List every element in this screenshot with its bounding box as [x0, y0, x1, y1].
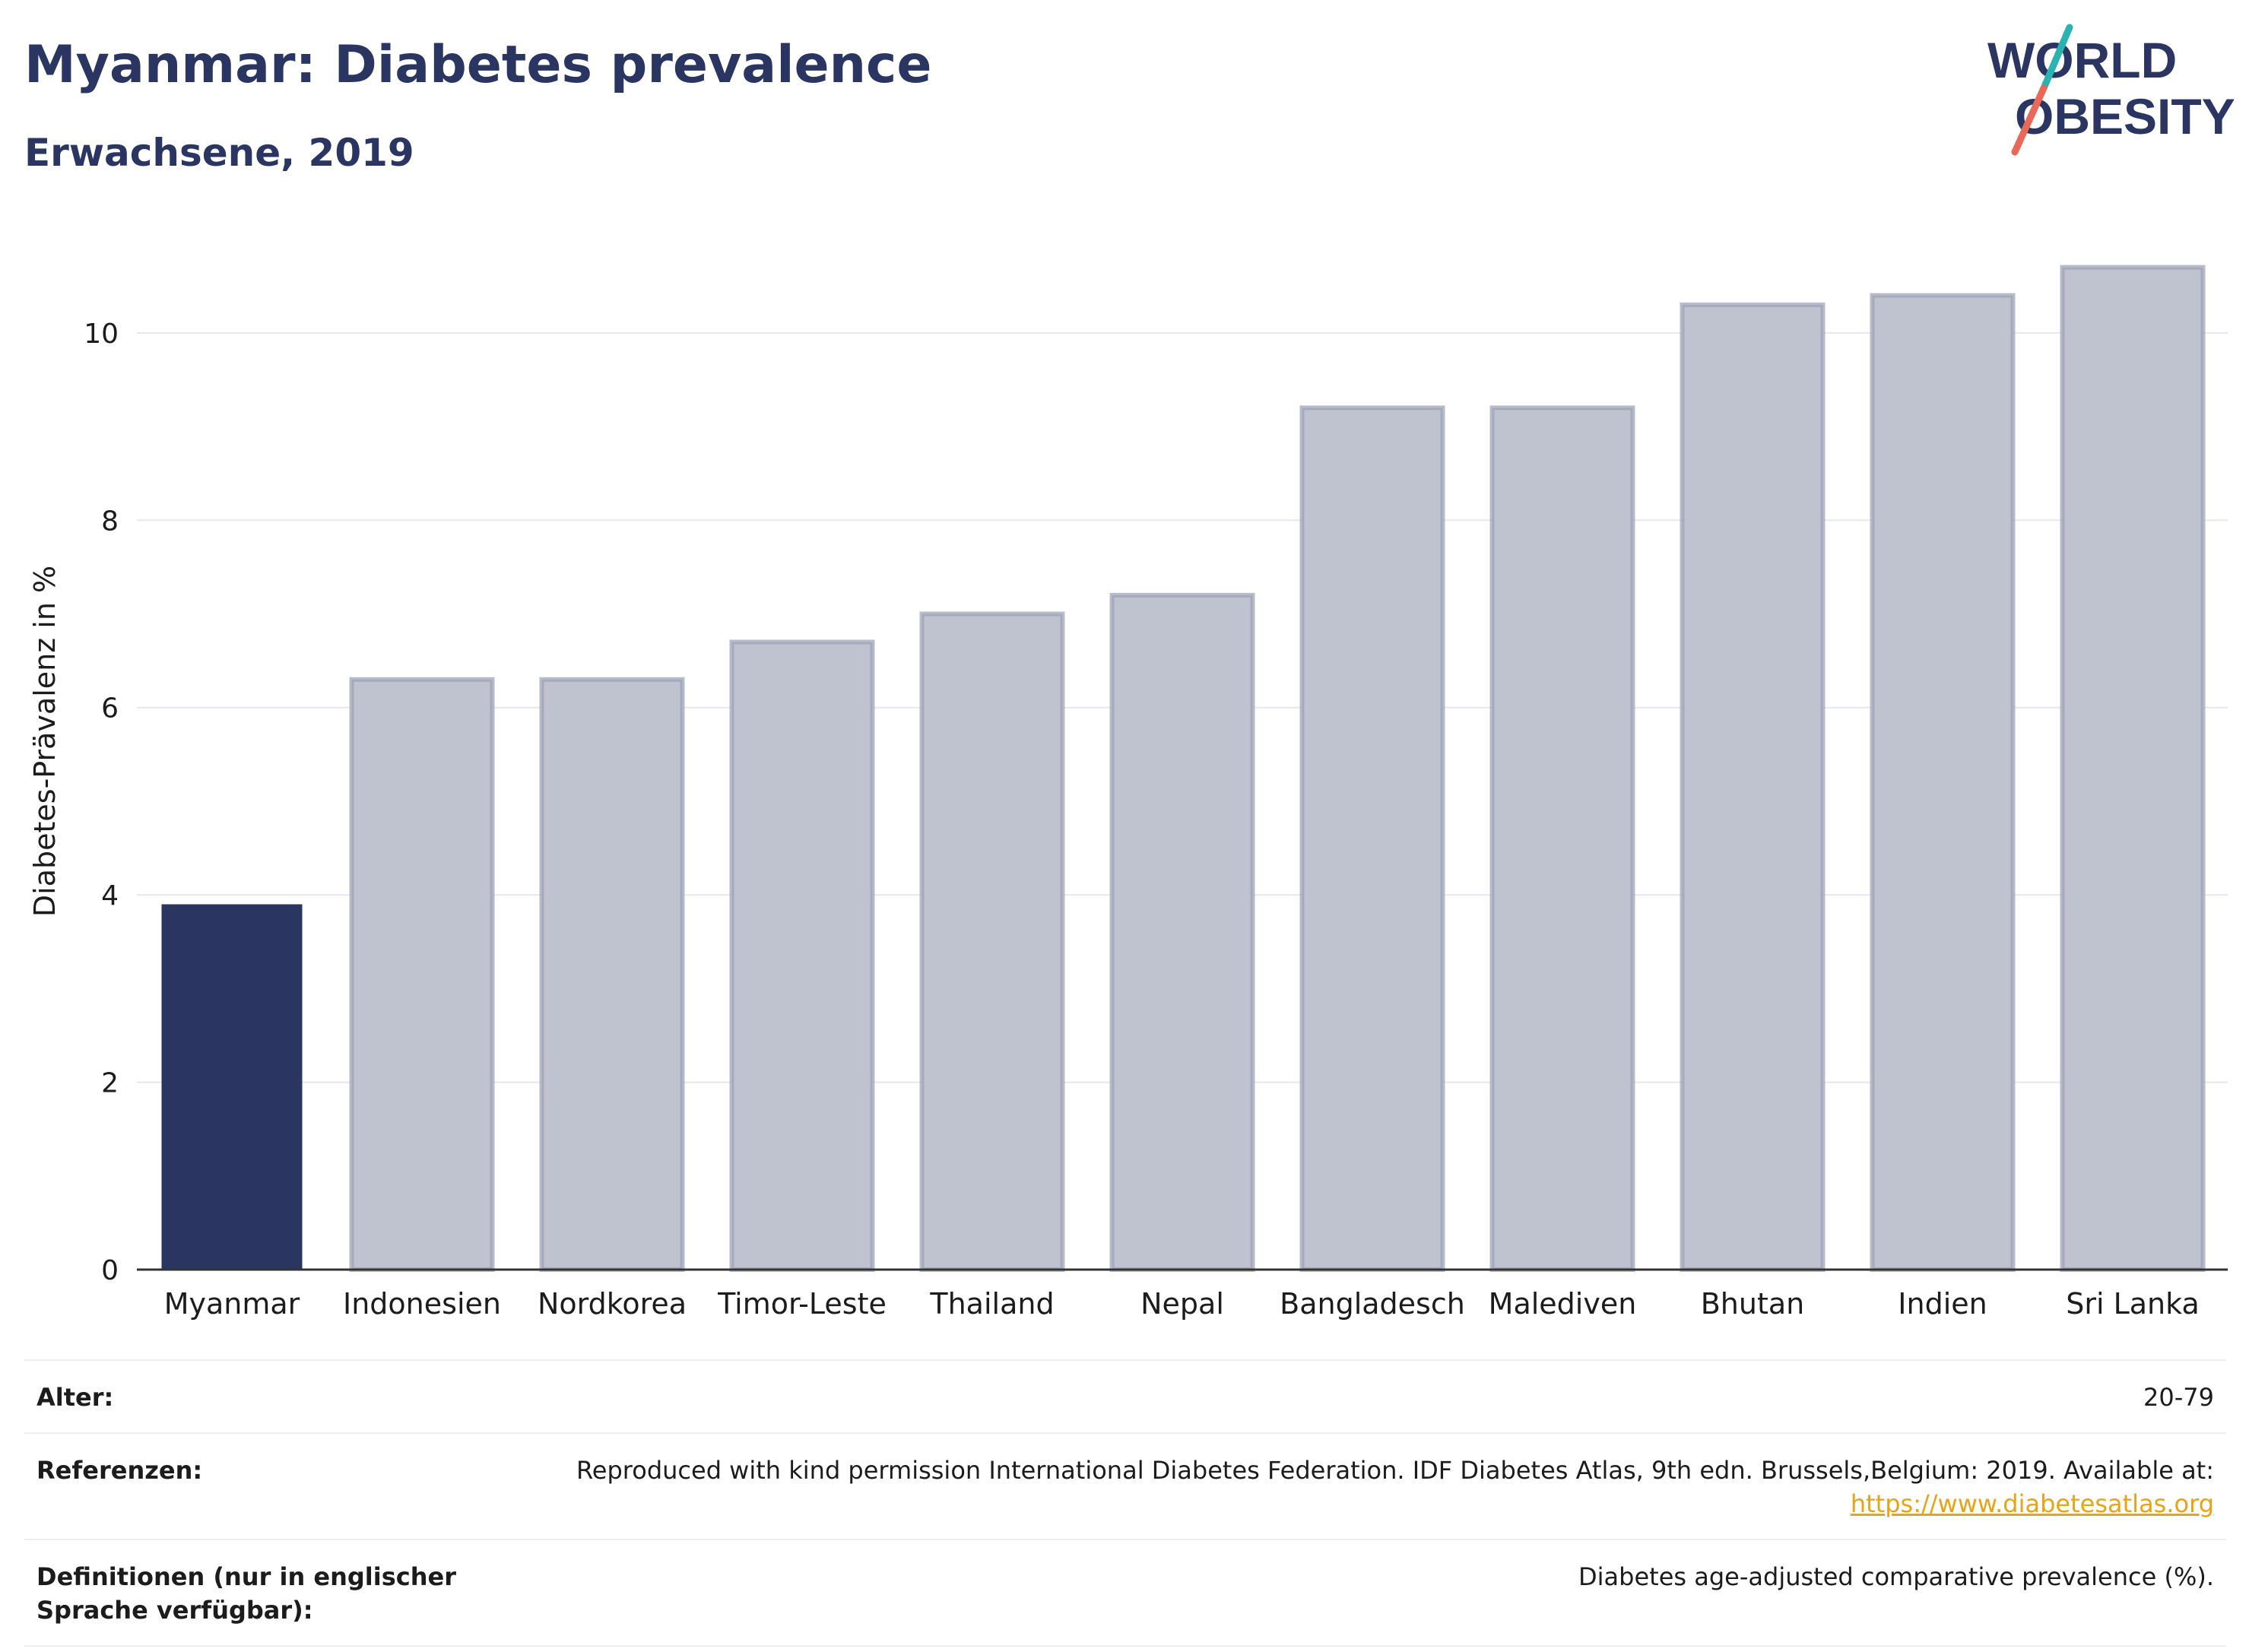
x-tick-label: Indonesien — [343, 1287, 501, 1321]
references-link[interactable]: https://www.diabetesatlas.org — [1850, 1489, 2214, 1518]
bar-thailand[interactable] — [919, 611, 1065, 1272]
y-tick-label: 6 — [101, 693, 119, 725]
axes: 0 2 4 6 8 10 Myanmar Indonesien Nordkorea Timor-L… — [84, 319, 2228, 1321]
logo-line-1: WORLD — [1987, 32, 2177, 88]
footer-row-age: Alter: 20-79 — [24, 1359, 2226, 1432]
y-tick-label: 10 — [84, 319, 119, 350]
bar-bhutan[interactable] — [1680, 302, 1826, 1273]
x-tick-label: Bangladesch — [1280, 1287, 1465, 1321]
bar-malediven[interactable] — [1489, 405, 1635, 1272]
bar-nepal[interactable] — [1109, 592, 1255, 1272]
footer-row-definitions: Definitionen (nur in englischer Sprache … — [24, 1539, 2226, 1647]
footer-key-definitions: Definitionen (nur in englischer Sprache … — [36, 1562, 456, 1625]
references-text: Reproduced with kind permission Internat… — [576, 1456, 2214, 1485]
bar-chart: 0 2 4 6 8 10 Myanmar Indonesien Nordkorea Timor-L… — [28, 265, 2228, 1321]
x-tick-label: Malediven — [1489, 1287, 1637, 1321]
x-tick-label: Nordkorea — [538, 1287, 687, 1321]
footer-value-age: 20-79 — [2143, 1383, 2214, 1412]
bar-indonesien[interactable] — [349, 677, 495, 1272]
y-tick-label: 2 — [101, 1068, 119, 1099]
x-tick-label: Bhutan — [1701, 1287, 1805, 1321]
logo-line-2: OBESITY — [2015, 88, 2235, 144]
bar-sri-lanka[interactable] — [2060, 265, 2206, 1272]
x-tick-label: Thailand — [929, 1287, 1054, 1321]
footer-value-definitions: Diabetes age-adjusted comparative preval… — [1578, 1562, 2214, 1591]
x-tick-label: Indien — [1898, 1287, 1987, 1321]
chart-title: Myanmar: Diabetes prevalence — [24, 35, 932, 95]
footer-row-references: Referenzen: Reproduced with kind permiss… — [24, 1432, 2226, 1539]
logo-slash-top — [2040, 24, 2073, 92]
footer-key-age: Alter: — [36, 1383, 114, 1412]
footer-metadata: Alter: 20-79 Referenzen: Reproduced with… — [24, 1359, 2226, 1647]
x-tick-label: Nepal — [1140, 1287, 1224, 1321]
bar-indien[interactable] — [1870, 293, 2016, 1273]
logo-slash-bottom — [2011, 84, 2048, 156]
y-tick-label: 8 — [101, 506, 119, 537]
footer-value-references: Reproduced with kind permission Internat… — [576, 1454, 2214, 1520]
bar-myanmar[interactable] — [161, 904, 303, 1270]
bar-nordkorea[interactable] — [539, 677, 685, 1272]
y-tick-label: 4 — [101, 880, 119, 912]
x-tick-label: Myanmar — [164, 1287, 300, 1321]
world-obesity-logo[interactable]: WORLD OBESITY — [1984, 23, 2243, 160]
chart-subtitle: Erwachsene, 2019 — [24, 131, 414, 175]
x-tick-label: Timor-Leste — [717, 1287, 887, 1321]
footer-key-references: Referenzen: — [36, 1456, 203, 1485]
y-tick-label: 0 — [101, 1255, 119, 1286]
y-axis-label: Diabetes-Prävalenz in % — [28, 566, 62, 917]
bar-bangladesch[interactable] — [1299, 405, 1445, 1272]
bar-timor-leste[interactable] — [729, 639, 875, 1272]
bars — [161, 265, 2206, 1273]
x-tick-label: Sri Lanka — [2066, 1287, 2200, 1321]
